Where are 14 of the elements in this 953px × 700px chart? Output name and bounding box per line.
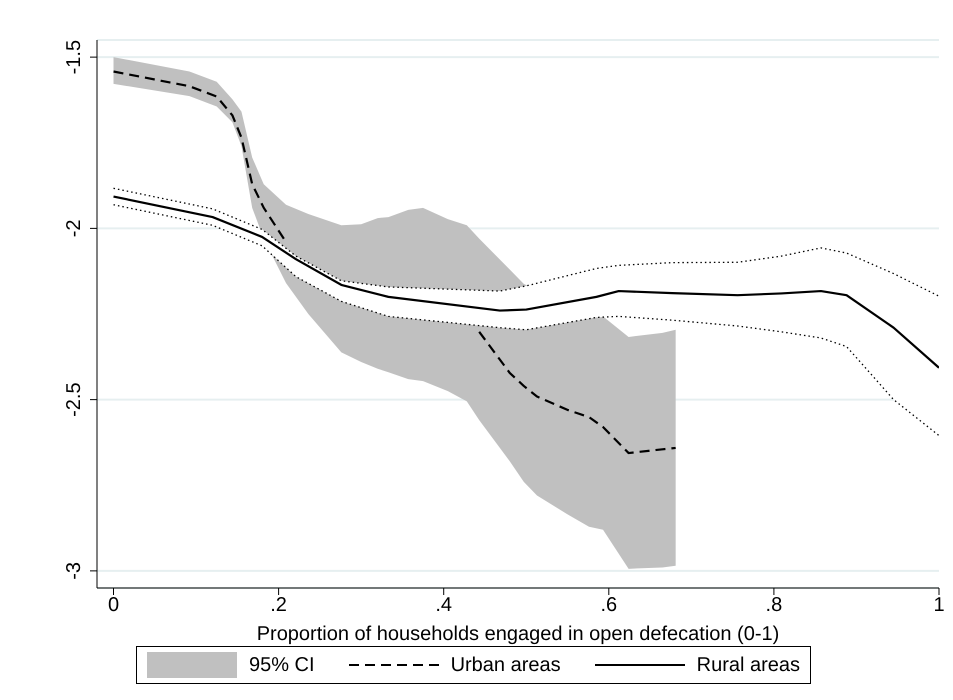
x-tick-label: .2 (270, 594, 287, 616)
y-tick-label: -3 (63, 562, 85, 580)
y-tick-label: -2 (63, 219, 85, 238)
x-axis-title: Proportion of households engaged in open defecation (0-1) (256, 623, 780, 645)
text: 95% CI (248, 654, 315, 676)
legend-label: Urban areas (450, 654, 561, 676)
x-tick-label: .4 (435, 594, 452, 616)
y-tick-label: -2.5 (63, 382, 85, 417)
x-tick-label: .6 (600, 594, 618, 616)
y-tick-label: -1.5 (63, 40, 85, 74)
x-tick-label: .8 (766, 594, 782, 616)
x-tick-label: 1 (933, 594, 945, 616)
x-tick-label: 0 (108, 594, 120, 616)
legend-label: Rural areas (696, 654, 800, 676)
